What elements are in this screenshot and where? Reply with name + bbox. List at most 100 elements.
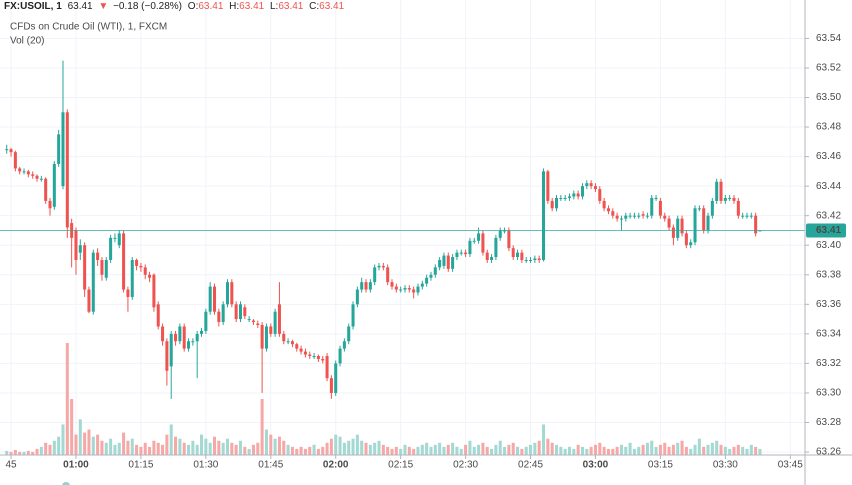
volume-bar (169, 424, 173, 455)
volume-bar (719, 444, 723, 455)
candle-body (312, 356, 316, 358)
volume-bar (256, 442, 260, 455)
volume-bar (537, 440, 541, 455)
volume-bar (208, 442, 212, 455)
volume-bar (715, 440, 719, 455)
candle-body (412, 289, 416, 293)
volume-label: Vol (20) (10, 36, 44, 47)
volume-bar (143, 442, 147, 455)
candle-body (464, 252, 468, 255)
grid (0, 0, 805, 455)
candle-body (334, 363, 338, 393)
candle-body (165, 341, 169, 371)
candle-body (689, 242, 693, 246)
candle-body (221, 304, 225, 323)
volume-bar (455, 446, 459, 455)
candle-body (550, 200, 554, 209)
candle-body (174, 333, 178, 342)
volume-bar (754, 446, 758, 455)
volume-bar (282, 440, 286, 455)
candle-body (485, 252, 489, 260)
candle-body (96, 252, 100, 260)
volume-bar (251, 444, 255, 455)
candle-body (386, 267, 390, 283)
candle-body (403, 288, 407, 290)
volume-bar (611, 448, 615, 455)
candle-body (243, 307, 247, 317)
candle-body (31, 174, 35, 176)
volume-bar (9, 451, 13, 455)
candle-body (676, 218, 680, 238)
candle-body (645, 215, 649, 217)
candle-body (572, 193, 576, 197)
volume-bar (148, 446, 152, 455)
candle-body (585, 183, 589, 187)
candle-body (524, 260, 528, 261)
x-tick-label: 02:45 (518, 460, 543, 471)
candle-body (338, 348, 342, 364)
y-tick-label: 63.28 (816, 417, 841, 428)
candle-body (697, 208, 701, 210)
volume-bar (585, 448, 589, 455)
candle-body (702, 208, 706, 231)
volume-bar (706, 444, 710, 455)
candle-body (576, 193, 580, 197)
volume-bar (723, 446, 727, 455)
candle-body (91, 252, 95, 312)
candle-body (537, 258, 541, 260)
volume-bar (264, 429, 268, 455)
y-tick-label: 63.46 (816, 151, 841, 162)
candle-body (615, 215, 619, 219)
candle-body (13, 152, 17, 169)
symbol: FX:USOIL, 1 (4, 1, 62, 12)
ohlc-key: L: (270, 1, 278, 12)
y-tick-label: 63.42 (816, 210, 841, 221)
volume-bar (728, 448, 732, 455)
candle-body (273, 311, 277, 334)
candle-body (148, 274, 152, 278)
candle-body (303, 351, 307, 355)
volume-bar (407, 446, 411, 455)
volume-bar (78, 419, 82, 455)
candle-body (650, 197, 654, 216)
candle-body (143, 267, 147, 275)
candle-body (481, 233, 485, 253)
candle-body (225, 282, 230, 305)
volume-bar (18, 451, 22, 455)
candle-body (628, 215, 632, 217)
volume-bar (442, 446, 446, 455)
volume-bar (308, 446, 312, 455)
candle-body (182, 326, 186, 349)
volume-bar (334, 434, 338, 455)
candle-body (355, 289, 359, 305)
candle-body (100, 260, 104, 275)
candle-body (325, 356, 329, 379)
candle-body (234, 304, 238, 320)
candle-body (18, 168, 22, 172)
candle-body (598, 189, 602, 201)
volume-bar (178, 438, 182, 455)
candle-body (632, 215, 636, 217)
volume-bar (684, 446, 688, 455)
volume-bar (212, 436, 217, 455)
volume-bar (351, 438, 355, 455)
candle-body (520, 252, 524, 260)
candle-body (745, 215, 749, 217)
volume-bar (598, 442, 602, 455)
candle-body (671, 227, 675, 238)
volume-bar (83, 432, 87, 455)
volume-bar (658, 444, 662, 455)
candle-body (507, 230, 511, 249)
candle-body (113, 237, 117, 239)
volume-bar (533, 442, 537, 455)
volume-bar (74, 434, 78, 455)
price-label: 63.41 (816, 225, 841, 236)
volume-bar (39, 446, 43, 455)
candle-body (477, 233, 481, 241)
candle-body (667, 218, 671, 228)
candle-body (195, 333, 199, 342)
volume-bar (269, 434, 273, 455)
y-tick-label: 63.50 (816, 92, 841, 103)
volume-bar (615, 446, 619, 455)
